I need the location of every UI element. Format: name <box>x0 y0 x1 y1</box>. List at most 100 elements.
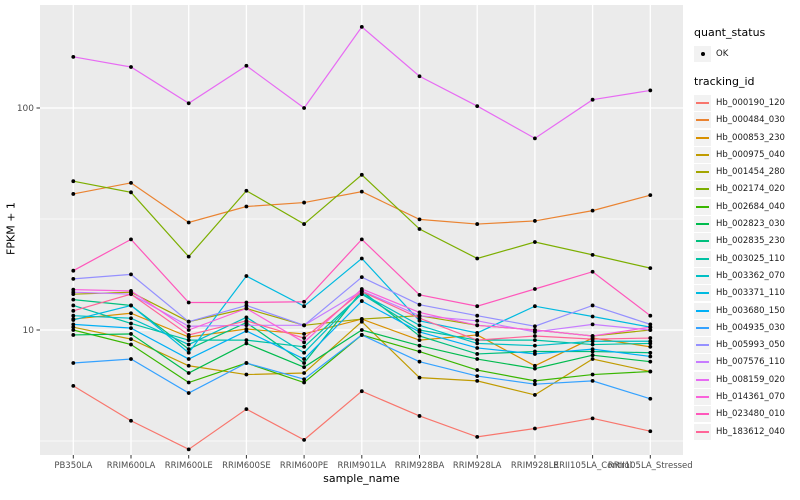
data-point <box>590 314 595 319</box>
data-point <box>244 306 249 311</box>
data-point <box>129 289 133 293</box>
legend-line-swatch <box>696 205 709 208</box>
legend: quant_status OK tracking_id Hb_000190_12… <box>694 26 800 453</box>
data-point <box>244 372 249 377</box>
legend-item-label: Hb_002823_030 <box>716 219 785 230</box>
data-point <box>417 334 422 338</box>
x-tick-label: RRIM600LA <box>107 461 156 471</box>
legend-key <box>694 129 711 146</box>
legend-line-swatch <box>696 413 709 416</box>
data-point <box>533 136 537 141</box>
data-point <box>129 65 133 69</box>
data-point <box>186 371 191 375</box>
data-point <box>359 299 364 303</box>
legend-item: Hb_000484_030 <box>694 112 800 129</box>
data-point <box>302 361 306 365</box>
data-point <box>244 315 249 320</box>
data-point <box>533 304 537 309</box>
data-point <box>417 316 422 321</box>
data-point <box>186 350 191 355</box>
legend-item: Hb_002174_020 <box>694 181 800 198</box>
legend-line-swatch <box>696 274 709 277</box>
legend-key <box>694 233 711 250</box>
data-point <box>302 344 306 349</box>
data-point <box>648 344 653 349</box>
legend-item-label: OK <box>716 48 729 59</box>
data-point <box>129 418 133 423</box>
data-point <box>129 311 133 316</box>
legend-key <box>694 388 711 405</box>
legend-item: Hb_001454_280 <box>694 163 800 181</box>
legend-line-swatch <box>696 171 709 174</box>
data-point <box>533 219 537 223</box>
data-point <box>186 328 191 332</box>
data-point <box>417 302 422 307</box>
data-point <box>533 338 537 343</box>
data-point <box>648 339 653 344</box>
legend-key <box>694 181 711 198</box>
legend-item-label: Hb_000484_030 <box>716 115 785 126</box>
data-point <box>533 240 537 244</box>
data-point <box>417 343 422 348</box>
legend-item-label: Hb_007576_110 <box>716 357 785 368</box>
data-point <box>302 336 306 340</box>
data-point <box>648 354 653 359</box>
legend-key <box>694 354 711 371</box>
legend-line-swatch <box>696 309 709 312</box>
data-point <box>302 222 306 226</box>
legend-item: Hb_004935_030 <box>694 319 800 336</box>
data-point <box>475 313 480 318</box>
data-point <box>71 276 76 281</box>
legend-key <box>694 337 711 354</box>
data-point <box>359 256 364 261</box>
data-point <box>475 304 480 309</box>
data-point <box>590 378 595 383</box>
data-point <box>129 337 133 341</box>
data-point <box>417 349 422 354</box>
data-point <box>186 338 191 343</box>
legend-key <box>694 216 711 233</box>
legend-line-swatch <box>696 153 709 156</box>
data-point <box>533 382 537 387</box>
data-point <box>475 331 480 335</box>
data-point <box>244 274 249 278</box>
legend-item: Hb_003371_110 <box>694 285 800 302</box>
data-point <box>533 352 537 356</box>
legend-item-label: Hb_000853_230 <box>716 132 785 143</box>
data-point <box>590 337 595 341</box>
data-point <box>590 269 595 274</box>
data-point <box>129 321 133 326</box>
data-point <box>129 237 133 242</box>
legend-key <box>694 146 711 163</box>
data-point <box>590 208 595 213</box>
data-point <box>533 343 537 348</box>
data-point <box>590 353 595 358</box>
data-point <box>475 256 480 261</box>
legend-line-swatch <box>696 395 709 398</box>
data-point <box>302 200 306 205</box>
data-point <box>590 416 595 421</box>
data-point <box>186 357 191 361</box>
data-point <box>417 292 422 297</box>
data-point <box>590 322 595 327</box>
legend-item: Hb_000853_230 <box>694 129 800 146</box>
data-point <box>533 393 537 397</box>
legend-key <box>694 164 711 181</box>
data-point <box>590 334 595 338</box>
data-point <box>129 303 133 308</box>
data-point <box>186 300 191 305</box>
data-point <box>71 313 76 318</box>
data-point <box>533 324 537 329</box>
data-point <box>186 319 191 324</box>
data-point <box>475 434 480 439</box>
data-point <box>359 333 364 337</box>
data-point <box>417 323 422 328</box>
data-point <box>244 407 249 412</box>
data-point <box>533 334 537 338</box>
data-point <box>129 326 133 330</box>
legend-item: Hb_000975_040 <box>694 146 800 163</box>
data-point <box>71 318 76 322</box>
legend-key <box>694 319 711 336</box>
data-point <box>71 322 76 327</box>
